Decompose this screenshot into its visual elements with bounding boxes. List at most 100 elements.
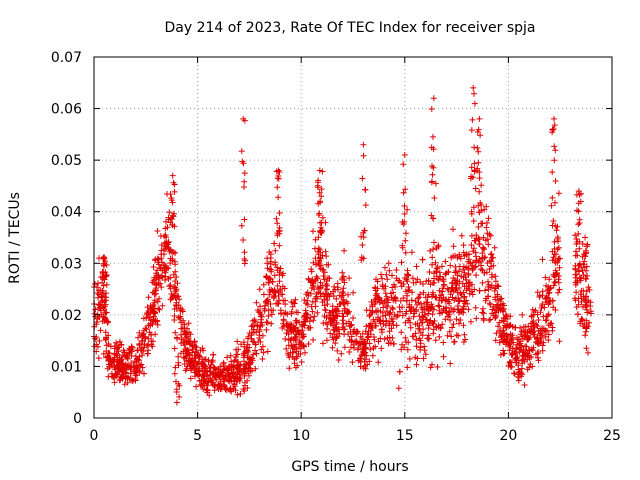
data-point xyxy=(274,300,281,307)
data-point xyxy=(312,236,319,243)
data-point xyxy=(533,321,540,328)
data-point xyxy=(364,331,371,338)
data-point xyxy=(321,313,328,320)
data-point xyxy=(99,287,106,294)
data-point xyxy=(441,281,448,288)
data-point xyxy=(453,332,460,339)
data-point xyxy=(488,258,495,265)
data-point xyxy=(465,306,472,313)
data-point xyxy=(492,294,499,301)
data-point xyxy=(210,369,216,376)
data-point xyxy=(285,331,292,338)
data-point xyxy=(292,296,299,303)
data-point xyxy=(463,287,470,294)
data-point xyxy=(277,286,284,293)
data-point xyxy=(110,358,117,365)
data-point xyxy=(339,310,346,317)
data-point xyxy=(392,295,399,302)
data-point xyxy=(318,224,324,231)
data-point xyxy=(412,330,419,337)
data-point xyxy=(458,232,465,239)
data-point xyxy=(169,212,176,219)
data-point xyxy=(169,172,176,179)
data-point xyxy=(535,317,542,323)
data-point xyxy=(225,377,232,384)
data-point xyxy=(209,359,216,365)
data-point xyxy=(338,293,345,300)
data-point xyxy=(497,351,504,358)
data-point xyxy=(196,368,203,375)
data-point xyxy=(448,254,455,261)
data-point xyxy=(199,360,206,367)
data-point xyxy=(581,258,588,265)
data-point xyxy=(401,275,408,281)
data-point xyxy=(165,275,172,282)
data-point xyxy=(344,310,351,317)
data-point xyxy=(482,287,488,294)
data-point xyxy=(514,334,520,341)
data-point xyxy=(120,360,126,367)
data-point xyxy=(476,209,483,216)
data-point xyxy=(481,255,488,261)
data-point xyxy=(297,339,304,346)
data-point xyxy=(362,349,369,356)
data-point xyxy=(162,269,169,276)
data-point xyxy=(545,337,552,344)
data-point xyxy=(121,381,128,388)
data-point xyxy=(582,328,589,335)
data-point xyxy=(98,293,105,300)
data-point xyxy=(414,276,421,283)
data-point xyxy=(413,336,420,343)
data-point xyxy=(492,312,499,319)
data-point xyxy=(210,351,217,358)
data-point xyxy=(434,264,441,271)
data-point xyxy=(492,273,499,280)
data-point xyxy=(114,358,121,365)
data-point xyxy=(317,279,324,286)
data-point xyxy=(469,288,475,295)
data-point xyxy=(430,330,437,337)
data-point xyxy=(447,317,454,323)
data-point xyxy=(241,216,248,223)
data-point xyxy=(555,289,561,296)
data-point xyxy=(454,303,461,309)
data-point xyxy=(579,267,586,274)
data-point xyxy=(320,266,327,273)
data-point xyxy=(452,263,459,270)
data-point xyxy=(102,309,109,316)
data-point xyxy=(100,304,107,311)
data-point xyxy=(552,178,559,184)
data-point xyxy=(361,352,368,359)
data-point xyxy=(377,335,384,342)
data-point xyxy=(583,276,590,282)
data-point xyxy=(178,350,184,357)
data-point xyxy=(404,206,411,213)
data-point xyxy=(513,350,520,357)
data-point xyxy=(246,365,253,372)
data-point xyxy=(489,310,495,317)
data-point xyxy=(279,272,286,279)
data-point xyxy=(530,311,537,318)
data-point xyxy=(534,354,541,361)
data-point xyxy=(549,194,556,201)
data-point xyxy=(431,239,437,246)
chart-title: Day 214 of 2023, Rate Of TEC Index for r… xyxy=(164,20,535,36)
data-point xyxy=(513,359,520,366)
data-point xyxy=(355,344,362,351)
data-point xyxy=(159,302,166,309)
data-point xyxy=(524,350,531,357)
data-point xyxy=(156,306,163,313)
data-point xyxy=(404,364,411,371)
data-point xyxy=(485,293,492,300)
data-point xyxy=(402,249,409,256)
data-point xyxy=(473,272,480,279)
data-point xyxy=(324,325,330,332)
data-point xyxy=(556,338,563,345)
data-point xyxy=(401,152,408,158)
data-point xyxy=(259,343,266,350)
data-point xyxy=(158,242,165,248)
data-point xyxy=(103,262,110,268)
y-axis-label: ROTI / TECUs xyxy=(7,192,23,284)
data-point xyxy=(108,360,115,367)
data-point xyxy=(486,266,493,272)
